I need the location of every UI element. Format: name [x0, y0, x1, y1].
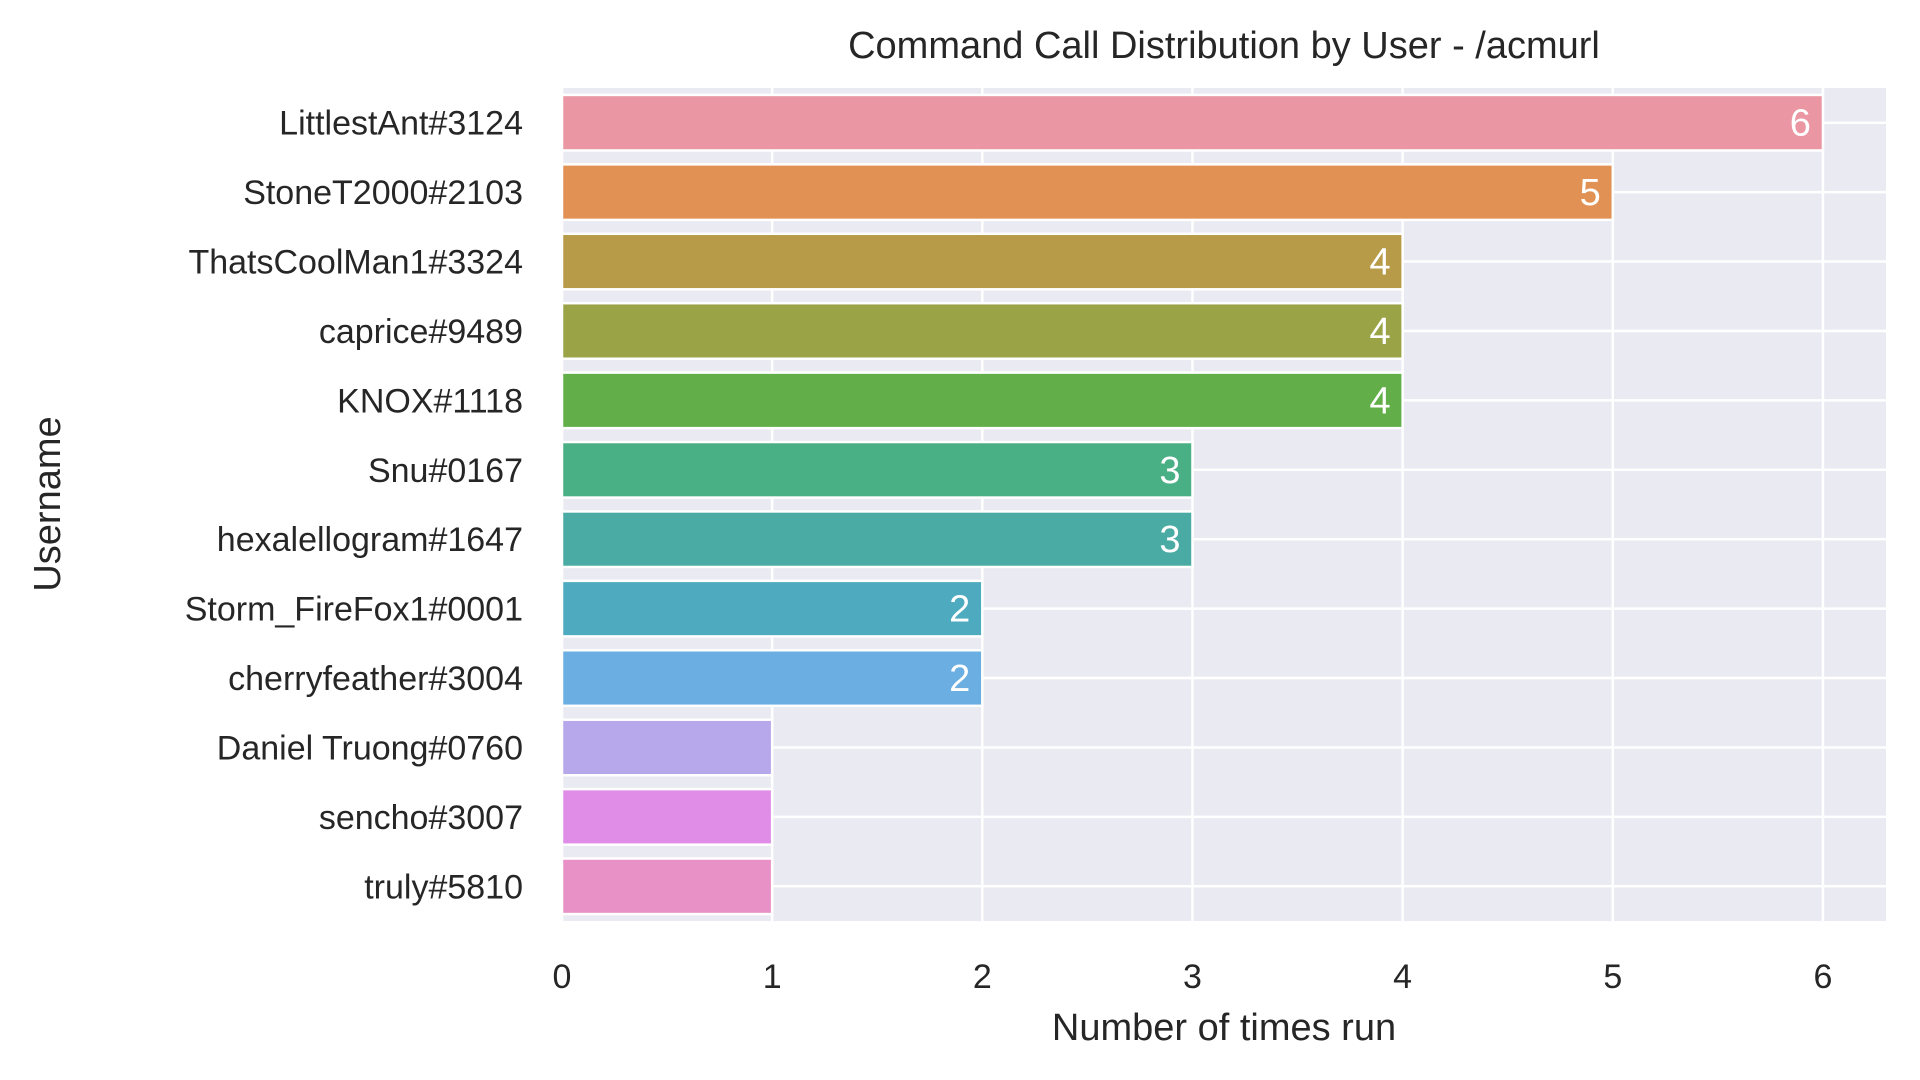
- x-tick-labels: 0 1 2 3 4 5 6: [553, 958, 1833, 996]
- y-tick-label: ThatsCoolMan1#3324: [188, 244, 523, 282]
- y-tick-label: LittlestAnt#3124: [279, 105, 523, 143]
- y-tick-label: hexalellogram#1647: [217, 521, 523, 559]
- y-axis-label: Username: [27, 416, 69, 591]
- x-tick-label: 3: [1183, 958, 1202, 996]
- chart-title: Command Call Distribution by User - /acm…: [848, 25, 1600, 67]
- plot-background: [562, 88, 1886, 921]
- y-tick-label: Daniel Truong#0760: [217, 729, 523, 767]
- y-tick-labels: LittlestAnt#3124 StoneT2000#2103 ThatsCool…: [185, 105, 523, 907]
- y-tick-label: Snu#0167: [368, 452, 523, 490]
- data-label: 3: [1159, 450, 1180, 492]
- data-label: 4: [1369, 380, 1390, 422]
- y-tick-label: KNOX#1118: [337, 382, 523, 420]
- data-label: 2: [949, 589, 970, 631]
- bar: [560, 649, 984, 708]
- x-tick-label: 6: [1813, 958, 1832, 996]
- data-label: 5: [1580, 172, 1601, 214]
- bar: [560, 787, 774, 846]
- y-tick-label: Storm_FireFox1#0001: [185, 591, 523, 629]
- bar: [560, 163, 1615, 222]
- x-tick-label: 5: [1603, 958, 1622, 996]
- x-tick-label: 1: [763, 958, 782, 996]
- bars: 6 5 4 4 4 3 3 2 2: [560, 93, 1825, 916]
- x-axis-label: Number of times run: [1052, 1007, 1396, 1049]
- data-label: 6: [1790, 103, 1811, 145]
- bar: [560, 232, 1404, 291]
- bar: [560, 510, 1194, 569]
- bar: [560, 579, 984, 638]
- bar: [560, 93, 1825, 152]
- y-tick-label: sencho#3007: [319, 799, 523, 837]
- bar: [560, 857, 774, 916]
- bar: [560, 718, 774, 777]
- bar: [560, 371, 1404, 430]
- x-tick-label: 4: [1393, 958, 1412, 996]
- bar: [560, 440, 1194, 499]
- data-label: 3: [1159, 519, 1180, 561]
- data-label: 4: [1369, 242, 1390, 284]
- y-tick-label: cherryfeather#3004: [228, 660, 523, 698]
- bar: [560, 301, 1404, 360]
- x-tick-label: 0: [553, 958, 572, 996]
- data-label: 4: [1369, 311, 1390, 353]
- y-tick-label: caprice#9489: [319, 313, 523, 351]
- y-tick-label: StoneT2000#2103: [243, 174, 523, 212]
- data-label: 2: [949, 658, 970, 700]
- x-tick-label: 2: [973, 958, 992, 996]
- y-tick-label: truly#5810: [364, 868, 523, 906]
